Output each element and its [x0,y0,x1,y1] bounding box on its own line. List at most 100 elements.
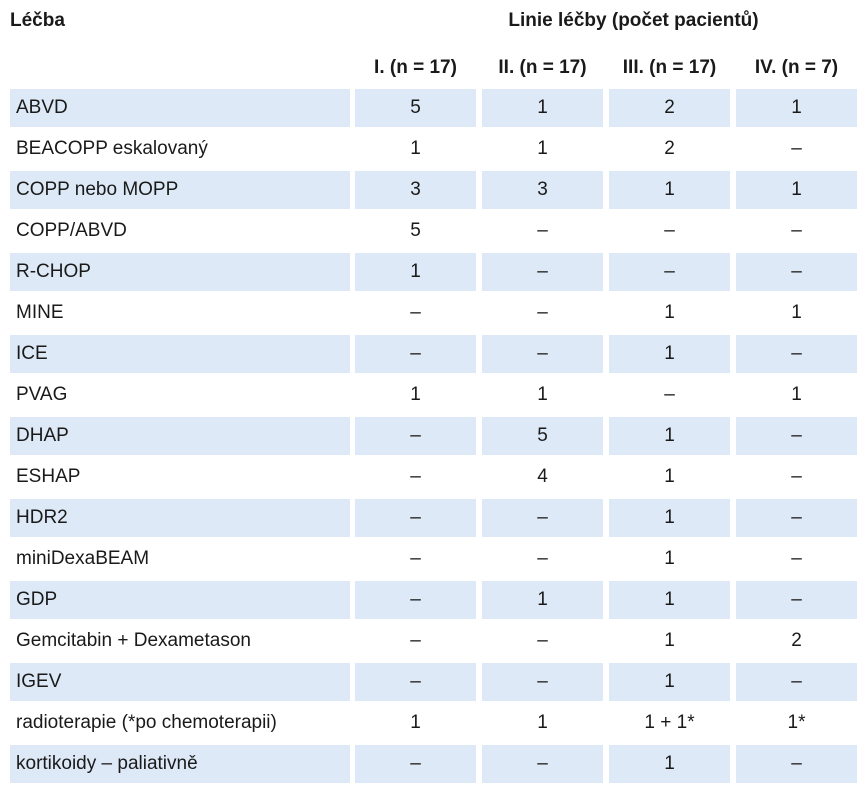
cell-line-4: – [736,253,857,291]
cell-line-4: – [736,581,857,619]
cell-line-2: 5 [482,417,603,455]
cell-line-2: 1 [537,384,548,405]
cell-line-1: 1 [410,384,421,405]
cell-line-2: – [482,253,603,291]
cell-line-4: 1 [791,302,802,323]
column-header-line-4: IV. (n = 7) [754,57,839,78]
cell-line-1: – [355,335,476,373]
row-label: Gemcitabin + Dexametason [16,630,251,651]
cell-line-4: – [736,745,857,783]
cell-line-1: 3 [355,171,476,209]
cell-line-3: 1 [609,499,730,537]
cell-line-4: 1 [736,171,857,209]
cell-line-2: – [482,499,603,537]
table-body: ABVD 5 1 2 1 BEACOPP eskalovaný 1 1 2– COPP nebo … [0,88,867,785]
row-label: kortikoidy – paliativně [10,745,350,783]
row-label: ESHAP [16,466,81,487]
table-row: ESHAP – 4 1 – [0,457,867,498]
cell-line-3: – [609,253,730,291]
row-label: miniDexaBEAM [16,548,150,569]
cell-line-4: – [791,138,802,159]
table-row: Gemcitabin + Dexametason – – 1 2 [0,621,867,662]
table-row: miniDexaBEAM – – 1 – [0,539,867,580]
cell-line-3: 1 [609,417,730,455]
row-label: HDR2 [10,499,350,537]
row-label: PVAG [16,384,68,405]
cell-line-3: 1 [664,548,675,569]
cell-line-3: 1 [609,171,730,209]
cell-line-3: 1 [664,466,675,487]
cell-line-3: 1 [664,302,675,323]
table-row: kortikoidy – paliativně – –1– [0,744,867,785]
cell-line-1: 1 [410,712,421,733]
cell-line-3: – [664,220,675,241]
cell-line-1: – [355,581,476,619]
row-label: R-CHOP [10,253,350,291]
cell-line-4: 2 [791,630,802,651]
cell-line-2: – [482,335,603,373]
column-headers: I. (n = 17) II. (n = 17) III. (n = 17) I… [0,57,867,87]
cell-line-2: 3 [482,171,603,209]
table-row: BEACOPP eskalovaný 1 1 2 – [0,129,867,170]
row-label: MINE [16,302,64,323]
cell-line-3: 1 [609,335,730,373]
table-row: ABVD 5 1 2 1 [0,88,867,129]
cell-line-1: – [410,302,421,323]
cell-line-2: – [537,630,548,651]
row-label: ICE [10,335,350,373]
cell-line-3: 1 + 1* [644,712,695,733]
row-label: BEACOPP eskalovaný [16,138,208,159]
cell-line-4: 1* [787,712,806,733]
table-row: MINE – – 1 1 [0,293,867,334]
cell-line-1: 1 [355,253,476,291]
cell-line-3: – [664,384,675,405]
cell-line-4: – [791,220,802,241]
row-label: DHAP [10,417,350,455]
cell-line-4: – [791,466,802,487]
row-label: GDP [10,581,350,619]
row-label: ABVD [10,89,350,127]
table-row: DHAP –5 1– [0,416,867,457]
cell-line-2: 4 [537,466,548,487]
cell-line-2: – [537,548,548,569]
table-row: ICE – –1– [0,334,867,375]
row-label: radioterapie (*po chemoterapii) [16,712,277,733]
cell-line-4: 1 [736,89,857,127]
row-label: IGEV [10,663,350,701]
column-header-line-2: II. (n = 17) [498,57,587,78]
cell-line-3: 1 [609,663,730,701]
cell-line-2: 1 [537,712,548,733]
cell-line-2: 1 [482,89,603,127]
column-header-line-3: III. (n = 17) [622,57,717,78]
header-treatment: Léčba [10,10,65,31]
cell-line-1: – [355,499,476,537]
cell-line-4: 1 [791,384,802,405]
row-label: COPP nebo MOPP [10,171,350,209]
cell-line-1: 1 [410,138,421,159]
cell-line-1: – [355,745,476,783]
cell-line-2: 1 [537,138,548,159]
column-header-line-1: I. (n = 17) [374,57,457,78]
cell-line-1: – [355,663,476,701]
cell-line-1: – [410,466,421,487]
table-row: COPP/ABVD 5 – – – [0,211,867,252]
table-row: radioterapie (*po chemoterapii) 1 1 1 + 1* 1… [0,703,867,744]
cell-line-3: 1 [609,745,730,783]
table-row: COPP nebo MOPP 3 3 1 1 [0,170,867,211]
cell-line-1: – [355,417,476,455]
cell-line-4: – [736,335,857,373]
cell-line-3: 1 [664,630,675,651]
header-treatment-lines: Linie léčby (počet pacientů) [508,10,759,31]
table-row: R-CHOP 1– – – [0,252,867,293]
cell-line-1: 5 [410,220,421,241]
cell-line-4: – [736,417,857,455]
table-row: IGEV – –1– [0,662,867,703]
row-label: COPP/ABVD [16,220,127,241]
table-row: GDP –1 1– [0,580,867,621]
cell-line-1: – [410,630,421,651]
cell-line-4: – [736,499,857,537]
cell-line-1: 5 [355,89,476,127]
table-row: PVAG 1 1 – 1 [0,375,867,416]
table-row: HDR2– –1– [0,498,867,539]
cell-line-3: 1 [609,581,730,619]
